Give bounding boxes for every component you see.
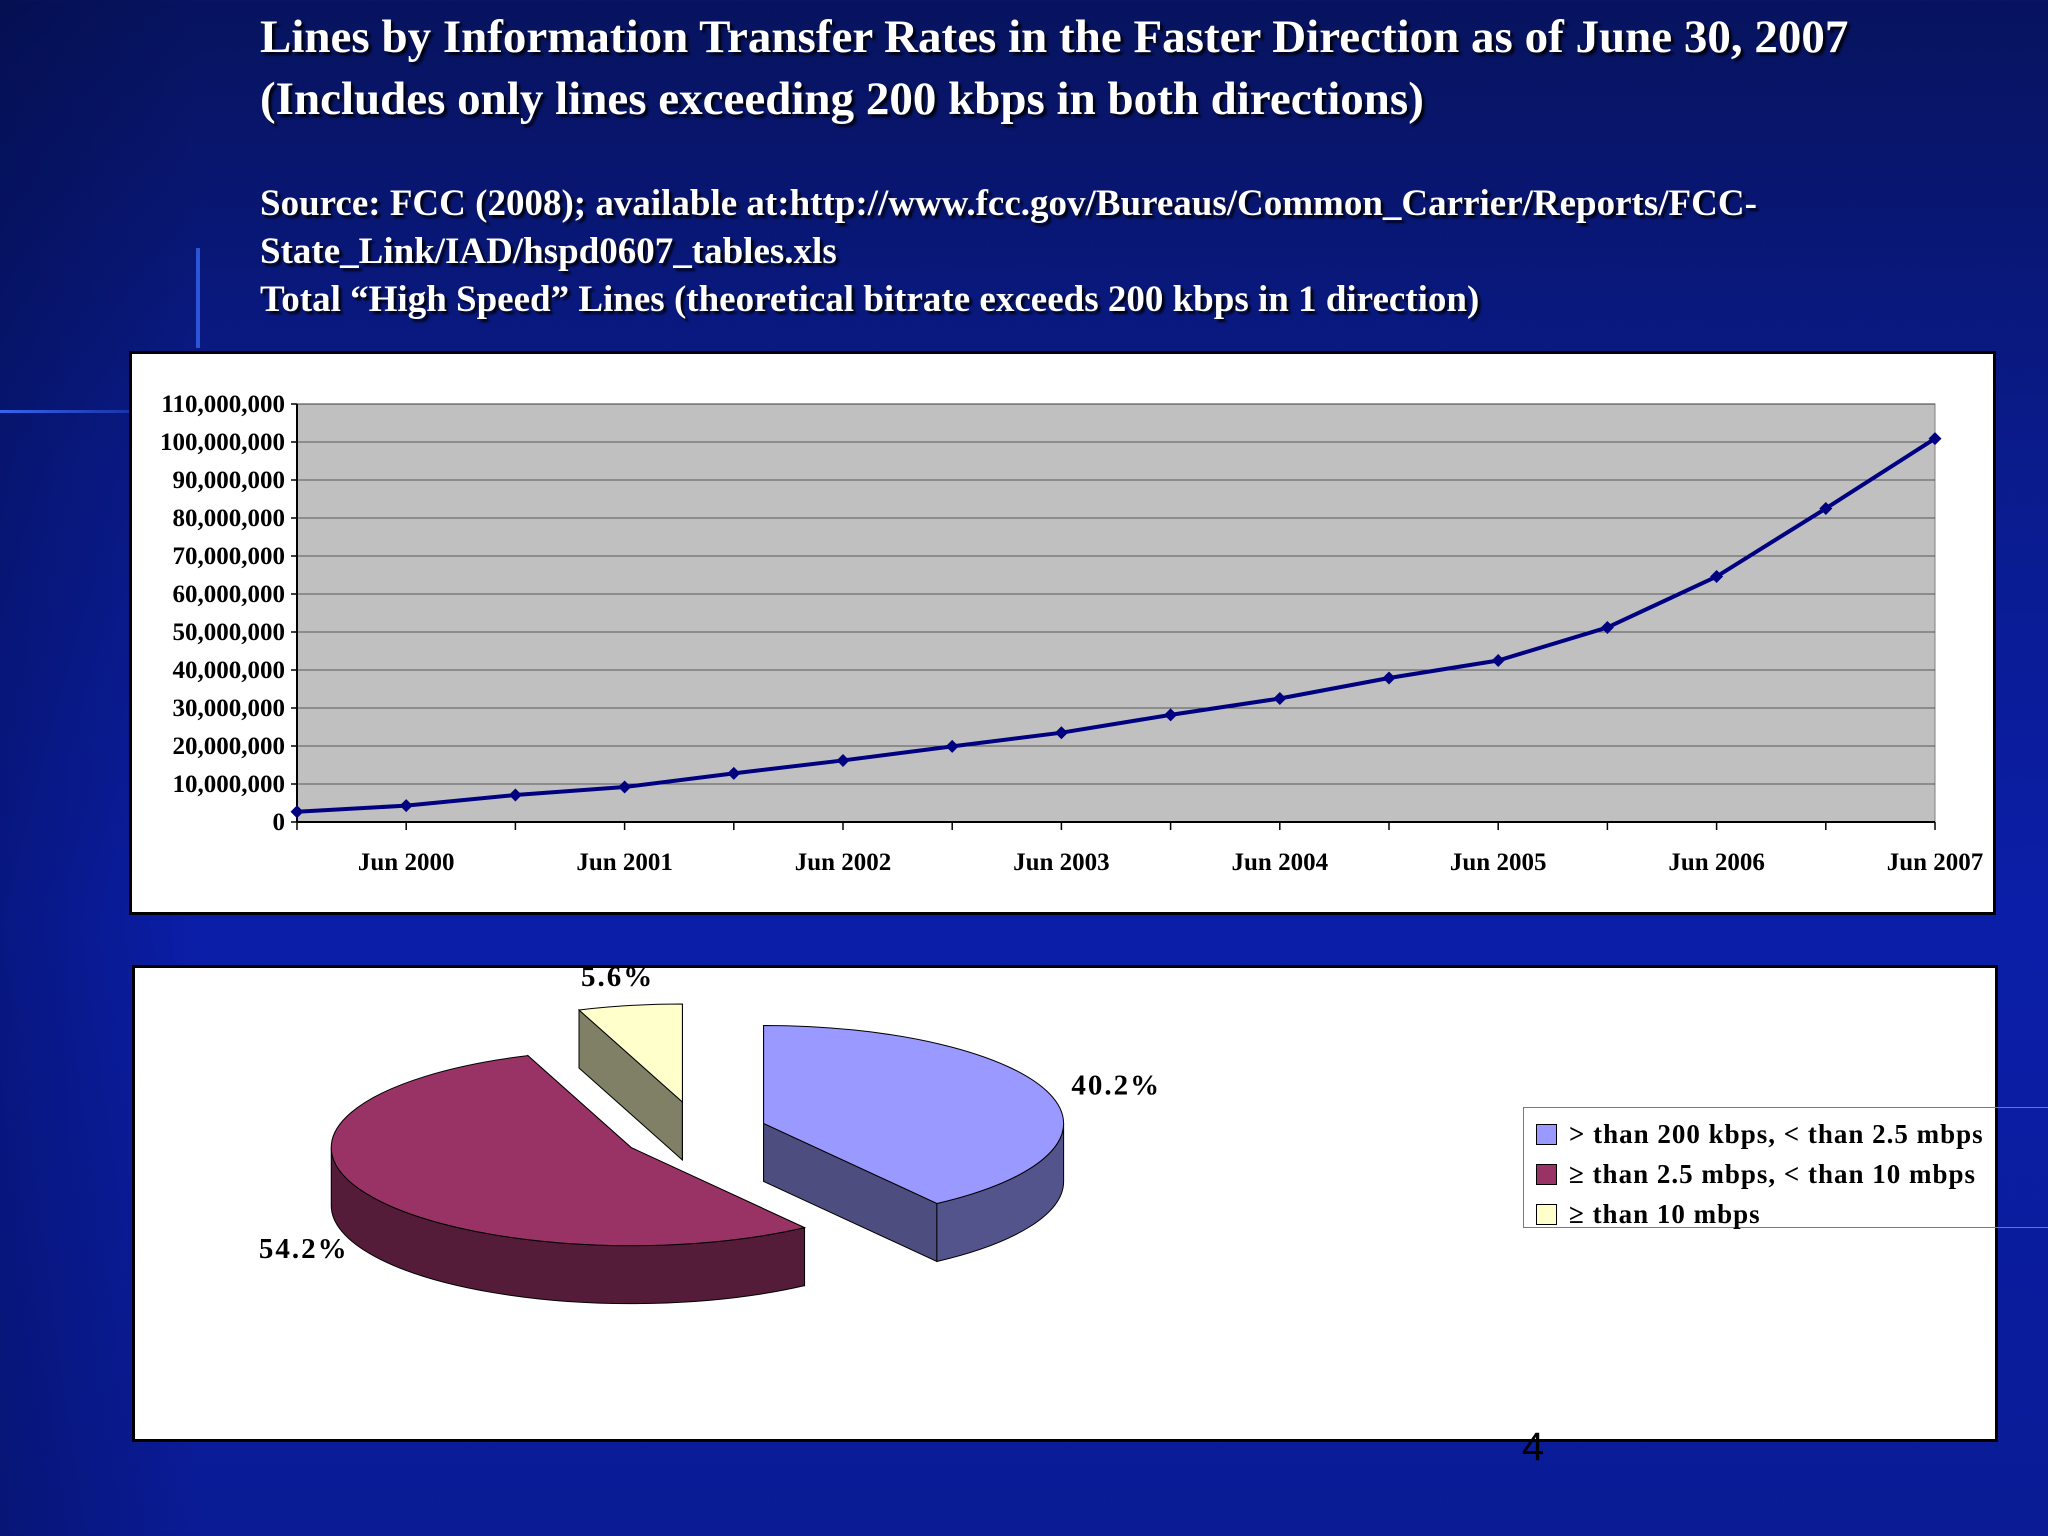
x-tick-label: Jun 2004 [1232, 849, 1329, 876]
data-point [1819, 502, 1833, 515]
legend-label: ≥ than 10 mbps [1569, 1198, 1761, 1229]
y-tick-label: 60,000,000 [173, 581, 286, 608]
legend-item: ≥ than 2.5 mbps, < than 10 mbps [1536, 1154, 2048, 1194]
data-point [1273, 692, 1287, 705]
y-tick-label: 40,000,000 [173, 657, 286, 684]
data-point [1710, 570, 1724, 584]
pie-chart-panel: 40.2% 54.2% 5.6% > than 200 kbps, < than 2… [132, 961, 2048, 1442]
data-point [508, 788, 522, 802]
source-citation: Source: FCC (2008); available at:http://… [260, 183, 1757, 272]
x-tick-label: Jun 2001 [576, 849, 673, 876]
source-note: Source: FCC (2008); available at:http://… [260, 180, 1900, 324]
legend-swatch [1536, 1123, 1557, 1145]
legend-label: ≥ than 2.5 mbps, < than 10 mbps [1569, 1158, 1977, 1189]
data-point [618, 780, 632, 794]
data-point [1600, 620, 1614, 634]
slide-header: Lines by Information Transfer Rates in t… [260, 6, 1900, 324]
source-total-caption: Total “High Speed” Lines (theoretical bi… [260, 279, 1480, 320]
data-point [1382, 671, 1396, 685]
pie-slice [763, 1024, 1065, 1204]
y-tick-label: 20,000,000 [173, 733, 286, 760]
pie-slice [577, 1003, 683, 1104]
legend-item: ≥ than 10 mbps [1536, 1194, 2048, 1234]
pie-chart: 40.2% 54.2% 5.6% [259, 961, 1161, 1305]
x-tick-label: Jun 2006 [1668, 849, 1765, 876]
legend-item: > than 200 kbps, < than 2.5 mbps [1536, 1114, 2048, 1154]
x-tick-label: Jun 2005 [1450, 849, 1547, 876]
pie-data-label: 40.2% [1071, 1070, 1161, 1102]
data-point [399, 799, 413, 813]
y-tick-label: 90,000,000 [173, 467, 286, 494]
pie-data-label: 54.2% [259, 1233, 349, 1265]
pie-data-label: 5.6% [581, 968, 654, 993]
x-tick-label: Jun 2007 [1887, 849, 1984, 876]
y-tick-label: 10,000,000 [173, 771, 286, 798]
data-point [1054, 726, 1068, 740]
y-tick-label: 0 [273, 809, 286, 836]
pie-legend: > than 200 kbps, < than 2.5 mbps ≥ than … [1523, 1107, 2048, 1229]
y-tick-label: 50,000,000 [173, 619, 286, 646]
pie-slice [330, 1055, 807, 1247]
x-tick-label: Jun 2000 [358, 849, 455, 876]
x-tick-label: Jun 2002 [795, 849, 892, 876]
data-point [1164, 708, 1178, 722]
line-chart: 0 10,000,000 20,000,000 30,000,000 40,000,00… [160, 391, 1984, 876]
data-point [290, 805, 304, 819]
y-tick-label: 80,000,000 [173, 505, 286, 532]
slide-title: Lines by Information Transfer Rates in t… [260, 11, 1849, 125]
data-point [727, 766, 741, 780]
data-point [836, 753, 850, 767]
x-tick-label: Jun 2003 [1013, 849, 1110, 876]
data-point [945, 739, 959, 753]
series-line [296, 436, 1937, 814]
y-tick-label: 70,000,000 [173, 543, 286, 570]
legend-label: > than 200 kbps, < than 2.5 mbps [1569, 1118, 1984, 1149]
data-point [1928, 432, 1942, 446]
y-tick-label: 110,000,000 [161, 391, 285, 418]
line-chart-panel: 0 10,000,000 20,000,000 30,000,000 40,000,00… [129, 351, 1996, 915]
slide-accent-vline [196, 248, 200, 348]
plot-area [296, 403, 1936, 823]
page-number: 4 [1522, 1425, 1545, 1469]
y-tick-label: 100,000,000 [160, 429, 285, 456]
legend-swatch [1536, 1203, 1557, 1225]
y-tick-label: 30,000,000 [173, 695, 286, 722]
data-point [1491, 654, 1505, 667]
legend-swatch [1536, 1163, 1557, 1185]
